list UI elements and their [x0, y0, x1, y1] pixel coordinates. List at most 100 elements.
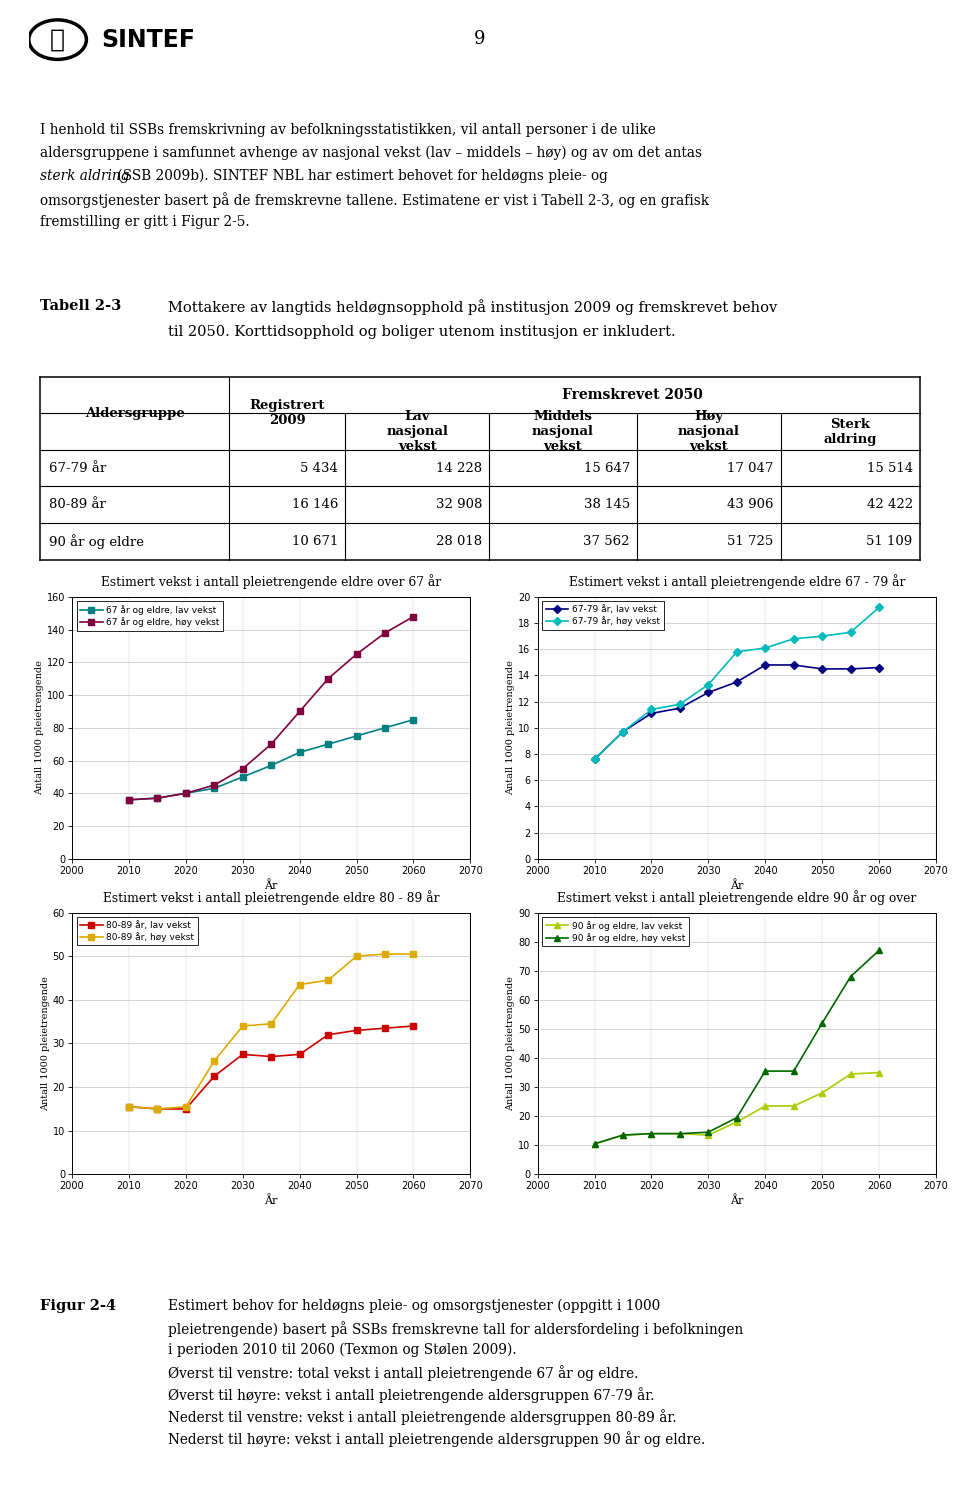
67 år og eldre, lav vekst — [294, 744, 305, 761]
67 år og eldre, lav vekst — [180, 784, 192, 802]
67 år og eldre, høy vekst — [123, 791, 134, 809]
Text: Estimert behov for heldøgns pleie- og omsorgstjenester (oppgitt i 1000: Estimert behov for heldøgns pleie- og om… — [168, 1299, 660, 1313]
67 år og eldre, lav vekst — [350, 727, 362, 745]
90 år og eldre, høy vekst — [816, 1014, 828, 1032]
90 år og eldre, lav vekst — [646, 1125, 658, 1143]
67-79 år, høy vekst — [845, 624, 856, 642]
Text: 28 018: 28 018 — [436, 534, 482, 548]
Text: 9: 9 — [474, 30, 486, 48]
67 år og eldre, høy vekst — [266, 735, 277, 752]
80-89 år, høy vekst — [323, 971, 334, 989]
Line: 90 år og eldre, lav vekst: 90 år og eldre, lav vekst — [591, 1070, 882, 1146]
67 år og eldre, høy vekst — [323, 670, 334, 688]
Y-axis label: Antall 1000 pleietrengende: Antall 1000 pleietrengende — [41, 975, 50, 1112]
Line: 67 år og eldre, lav vekst: 67 år og eldre, lav vekst — [126, 717, 417, 802]
67 år og eldre, høy vekst — [350, 645, 362, 663]
Text: Høy
nasjonal
vekst: Høy nasjonal vekst — [678, 410, 740, 453]
67-79 år, høy vekst — [788, 630, 800, 648]
Text: 90 år og eldre: 90 år og eldre — [49, 534, 144, 549]
67 år og eldre, lav vekst — [408, 711, 420, 729]
Line: 90 år og eldre, høy vekst: 90 år og eldre, høy vekst — [591, 947, 882, 1146]
67 år og eldre, høy vekst — [379, 624, 391, 642]
80-89 år, lav vekst — [152, 1100, 163, 1118]
Text: (SSB 2009b). SINTEF NBL har estimert behovet for heldøgns pleie- og: (SSB 2009b). SINTEF NBL har estimert beh… — [112, 169, 608, 184]
90 år og eldre, lav vekst — [617, 1126, 629, 1144]
80-89 år, lav vekst — [408, 1017, 420, 1035]
67-79 år, lav vekst — [703, 684, 714, 702]
Text: Tabell 2-3: Tabell 2-3 — [40, 299, 122, 313]
67-79 år, lav vekst — [845, 660, 856, 678]
90 år og eldre, høy vekst — [703, 1123, 714, 1141]
67-79 år, høy vekst — [816, 627, 828, 645]
90 år og eldre, høy vekst — [674, 1125, 685, 1143]
Text: 14 228: 14 228 — [436, 462, 482, 474]
90 år og eldre, lav vekst — [588, 1135, 600, 1153]
90 år og eldre, høy vekst — [731, 1109, 742, 1126]
90 år og eldre, høy vekst — [874, 941, 885, 959]
67-79 år, lav vekst — [759, 655, 771, 673]
Line: 67-79 år, høy vekst: 67-79 år, høy vekst — [591, 604, 882, 761]
67 år og eldre, lav vekst — [379, 720, 391, 738]
Text: 15 647: 15 647 — [584, 462, 630, 474]
80-89 år, høy vekst — [123, 1098, 134, 1116]
90 år og eldre, lav vekst — [845, 1065, 856, 1083]
90 år og eldre, høy vekst — [788, 1062, 800, 1080]
80-89 år, lav vekst — [208, 1067, 220, 1085]
Y-axis label: Antall 1000 pleietrengende: Antall 1000 pleietrengende — [507, 660, 516, 796]
Text: Figur 2-4: Figur 2-4 — [40, 1299, 116, 1312]
67-79 år, høy vekst — [759, 639, 771, 657]
80-89 år, høy vekst — [294, 975, 305, 993]
Text: Øverst til venstre: total vekst i antall pleietrengende 67 år og eldre.: Øverst til venstre: total vekst i antall… — [168, 1364, 638, 1381]
Text: Middels
nasjonal
vekst: Middels nasjonal vekst — [532, 410, 594, 453]
X-axis label: År: År — [265, 880, 277, 890]
80-89 år, lav vekst — [180, 1100, 192, 1118]
67-79 år, lav vekst — [674, 699, 685, 717]
Legend: 90 år og eldre, lav vekst, 90 år og eldre, høy vekst: 90 år og eldre, lav vekst, 90 år og eldr… — [542, 917, 689, 947]
Text: 67-79 år: 67-79 år — [49, 462, 107, 474]
Text: Fremskrevet 2050: Fremskrevet 2050 — [563, 389, 703, 402]
80-89 år, høy vekst — [350, 947, 362, 965]
Text: Estimert vekst i antall pleietrengende eldre over 67 år: Estimert vekst i antall pleietrengende e… — [101, 574, 442, 589]
80-89 år, høy vekst — [408, 945, 420, 963]
67 år og eldre, lav vekst — [237, 767, 249, 785]
80-89 år, høy vekst — [208, 1052, 220, 1070]
Text: Mottakere av langtids heldøgnsopphold på institusjon 2009 og fremskrevet behov: Mottakere av langtids heldøgnsopphold på… — [168, 299, 778, 316]
67 år og eldre, høy vekst — [294, 703, 305, 721]
Legend: 80-89 år, lav vekst, 80-89 år, høy vekst: 80-89 år, lav vekst, 80-89 år, høy vekst — [77, 917, 198, 945]
67-79 år, høy vekst — [731, 643, 742, 661]
90 år og eldre, høy vekst — [617, 1126, 629, 1144]
67-79 år, lav vekst — [816, 660, 828, 678]
67 år og eldre, høy vekst — [180, 784, 192, 802]
Text: fremstilling er gitt i Figur 2-5.: fremstilling er gitt i Figur 2-5. — [40, 215, 250, 229]
Text: omsorgstjenester basert på de fremskrevne tallene. Estimatene er vist i Tabell 2: omsorgstjenester basert på de fremskrevn… — [40, 191, 709, 208]
Text: 42 422: 42 422 — [867, 498, 913, 512]
Text: 17 047: 17 047 — [727, 462, 774, 474]
Text: Nederst til høyre: vekst i antall pleietrengende aldersgruppen 90 år og eldre.: Nederst til høyre: vekst i antall pleiet… — [168, 1432, 706, 1447]
67-79 år, høy vekst — [617, 723, 629, 741]
X-axis label: År: År — [731, 1195, 743, 1206]
Y-axis label: Antall 1000 pleietrengende: Antall 1000 pleietrengende — [507, 975, 516, 1112]
90 år og eldre, høy vekst — [646, 1125, 658, 1143]
90 år og eldre, lav vekst — [731, 1113, 742, 1131]
Text: SINTEF: SINTEF — [101, 27, 195, 52]
Text: Aldersgruppe: Aldersgruppe — [84, 407, 184, 420]
67 år og eldre, høy vekst — [208, 776, 220, 794]
67-79 år, høy vekst — [874, 598, 885, 616]
Text: Estimert vekst i antall pleietrengende eldre 80 - 89 år: Estimert vekst i antall pleietrengende e… — [103, 890, 440, 905]
67-79 år, høy vekst — [703, 676, 714, 694]
67 år og eldre, lav vekst — [152, 790, 163, 808]
80-89 år, lav vekst — [237, 1046, 249, 1064]
Line: 80-89 år, høy vekst: 80-89 år, høy vekst — [126, 951, 417, 1112]
90 år og eldre, lav vekst — [874, 1064, 885, 1082]
X-axis label: År: År — [265, 1195, 277, 1206]
Line: 67-79 år, lav vekst: 67-79 år, lav vekst — [591, 663, 882, 761]
Text: Sterk
aldring: Sterk aldring — [824, 417, 876, 446]
Line: 80-89 år, lav vekst: 80-89 år, lav vekst — [126, 1023, 417, 1112]
67-79 år, lav vekst — [788, 655, 800, 673]
Text: 15 514: 15 514 — [867, 462, 913, 474]
90 år og eldre, lav vekst — [674, 1125, 685, 1143]
67-79 år, høy vekst — [588, 751, 600, 769]
80-89 år, høy vekst — [379, 945, 391, 963]
67-79 år, lav vekst — [588, 751, 600, 769]
90 år og eldre, lav vekst — [788, 1097, 800, 1115]
